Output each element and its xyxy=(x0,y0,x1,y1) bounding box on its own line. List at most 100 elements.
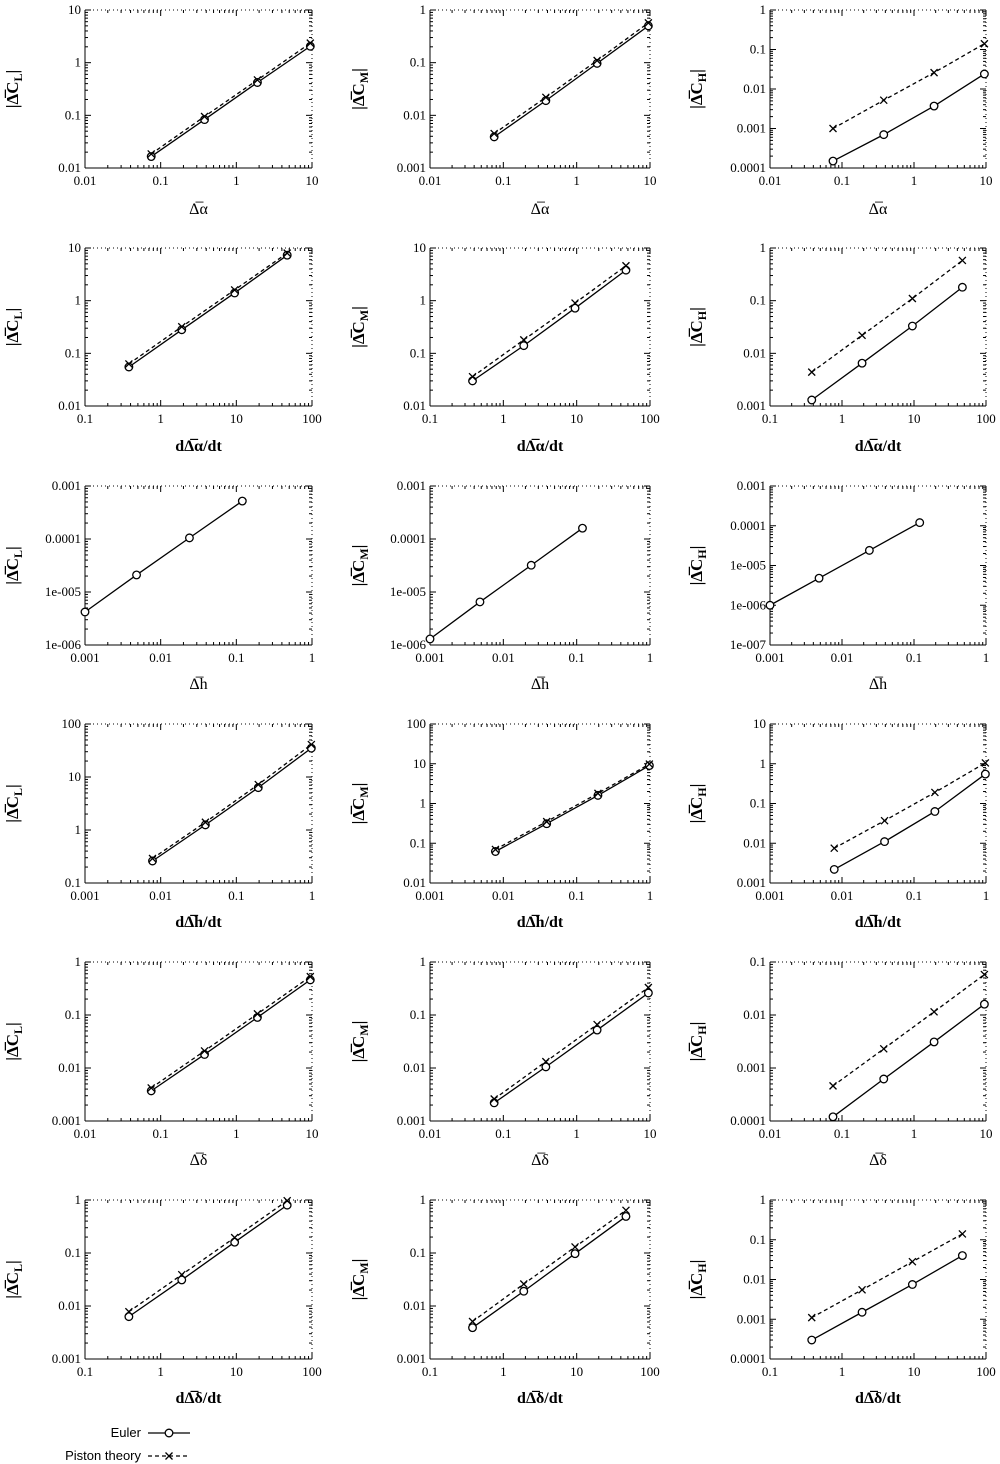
x-tick-label: 1 xyxy=(573,173,580,188)
piston-theory-point xyxy=(644,983,653,992)
y-axis-label: |Δ̅CM| xyxy=(349,306,371,348)
piston-theory-point xyxy=(200,112,209,121)
x-tick-label: 0.1 xyxy=(422,1364,438,1379)
y-label-bar-left: | xyxy=(687,105,706,109)
y-tick-label: 0.0001 xyxy=(390,531,426,546)
euler-point xyxy=(915,518,925,528)
y-tick-label: 10 xyxy=(753,716,766,731)
piston-theory-point xyxy=(593,789,602,798)
x-tick-label: 10 xyxy=(306,173,319,188)
y-label-bar-left: | xyxy=(349,344,368,348)
y-label-sub: H xyxy=(695,1263,709,1273)
euler-point xyxy=(282,250,292,260)
y-label-bar-left: | xyxy=(349,583,368,587)
panel-p3-3: 0.001 0.01 0.1 1 1e-007 1e-006 1e-005 0.0001 0.0… xyxy=(687,478,989,693)
y-tick-label: 0.1 xyxy=(750,1232,766,1247)
x-tick-label: 0.1 xyxy=(153,173,169,188)
x-tick-label: 0.1 xyxy=(906,888,922,903)
y-axis-label: |Δ̅CM| xyxy=(349,1021,371,1063)
euler-series-line xyxy=(769,522,921,606)
piston-theory-point xyxy=(468,1317,477,1326)
euler-point xyxy=(879,130,889,140)
piston-theory-point xyxy=(880,816,889,825)
y-label-bar-right: | xyxy=(349,68,368,72)
y-tick-label: 0.001 xyxy=(397,1113,426,1128)
x-axis-label: dΔ̅α/dt xyxy=(517,437,564,455)
y-label-bar-right: | xyxy=(687,307,706,311)
piston-theory-point xyxy=(980,970,989,979)
euler-point xyxy=(930,807,940,816)
y-tick-label: 1 xyxy=(760,1192,767,1207)
euler-series-line xyxy=(493,25,649,138)
euler-series-line xyxy=(472,1215,627,1329)
euler-point xyxy=(957,1251,967,1261)
y-label-sub: M xyxy=(357,1262,371,1273)
y-tick-label: 1 xyxy=(420,796,427,811)
piston-theory-point xyxy=(490,1095,499,1103)
panel-p3-2: 0.001 0.01 0.1 1 1e-006 1e-005 0.0001 0.001 Δ̅h |… xyxy=(349,478,653,693)
euler-point xyxy=(814,573,824,583)
piston-theory-point xyxy=(306,972,315,981)
x-axis-label: dΔ̅δ/dt xyxy=(176,1389,223,1407)
euler-point xyxy=(929,1037,939,1047)
piston-theory-point xyxy=(830,844,839,853)
y-axis-label: |Δ̅CM| xyxy=(349,783,371,825)
y-tick-label: 0.01 xyxy=(743,835,766,850)
x-tick-label: 100 xyxy=(640,411,660,426)
piston-theory-series-line xyxy=(152,744,312,860)
x-tick-label: 1 xyxy=(157,411,164,426)
y-label-main: Δ̅C xyxy=(349,560,368,583)
euler-point xyxy=(643,988,653,998)
x-tick-label: 0.01 xyxy=(831,888,854,903)
y-tick-label: 0.1 xyxy=(410,55,426,70)
euler-series-line xyxy=(128,1204,288,1318)
y-label-main: Δ̅C xyxy=(349,798,368,821)
y-tick-label: 1e-005 xyxy=(730,558,766,573)
y-tick-label: 1 xyxy=(420,293,427,308)
x-tick-label: 0.01 xyxy=(759,1126,782,1141)
y-label-main: Δ̅C xyxy=(687,82,706,105)
y-label-main: Δ̅C xyxy=(349,1274,368,1297)
legend-x-marker xyxy=(165,1452,173,1460)
x-tick-label: 100 xyxy=(302,1364,322,1379)
y-tick-label: 0.001 xyxy=(52,1113,81,1128)
y-label-bar-right: | xyxy=(349,545,368,549)
piston-theory-point xyxy=(147,149,156,158)
y-tick-label: 100 xyxy=(62,716,82,731)
y-tick-label: 1 xyxy=(75,954,82,969)
x-axis-label: dΔ̅α/dt xyxy=(175,437,222,455)
y-label-main: Δ̅C xyxy=(687,1035,706,1058)
y-tick-label: 0.0001 xyxy=(730,1351,766,1366)
euler-series-line xyxy=(811,1255,963,1341)
euler-series-line xyxy=(152,747,312,862)
piston-theory-point xyxy=(519,1280,528,1288)
euler-series-line xyxy=(833,773,986,870)
y-axis-label: |Δ̅CM| xyxy=(349,545,371,587)
y-label-bar-right: | xyxy=(349,783,368,787)
y-tick-label: 100 xyxy=(407,716,427,731)
euler-point xyxy=(907,1280,917,1289)
x-tick-label: 10 xyxy=(644,173,657,188)
y-axis-label: |Δ̅CM| xyxy=(349,1259,371,1301)
x-axis-label: Δ̅δ xyxy=(190,1152,208,1169)
x-tick-label: 0.01 xyxy=(74,1126,97,1141)
euler-point xyxy=(519,341,529,351)
y-tick-label: 0.1 xyxy=(410,345,426,360)
y-tick-label: 1 xyxy=(420,954,427,969)
euler-series-line xyxy=(472,269,627,382)
x-tick-label: 0.1 xyxy=(422,411,438,426)
x-tick-label: 10 xyxy=(908,411,921,426)
y-tick-label: 0.1 xyxy=(750,796,766,811)
x-tick-label: 0.1 xyxy=(153,1126,169,1141)
y-tick-label: 1 xyxy=(75,1192,82,1207)
x-tick-label: 0.1 xyxy=(569,650,585,665)
y-label-sub: L xyxy=(11,74,25,82)
x-axis-label: dΔ̅α/dt xyxy=(855,437,902,455)
y-label-bar-left: | xyxy=(349,1059,368,1063)
y-tick-label: 1 xyxy=(75,293,82,308)
y-label-sub: M xyxy=(357,72,371,83)
euler-series-line xyxy=(429,527,583,640)
